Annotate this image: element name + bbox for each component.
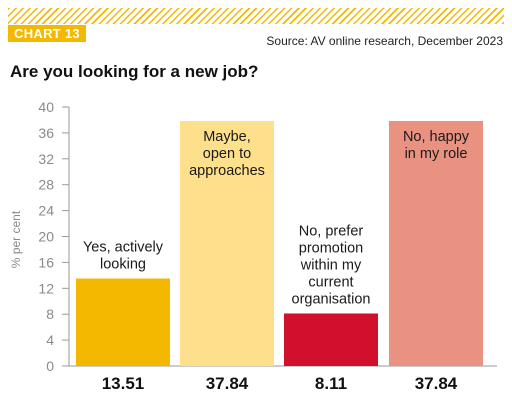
y-tick-label: 28 [38,177,54,193]
y-tick-label: 32 [38,151,54,167]
category-label: within my [300,257,362,273]
category-label: open to [203,146,251,162]
chart-title: Are you looking for a new job? [10,62,259,81]
y-tick-label: 24 [38,203,54,219]
data-value-label: 13.51 [102,374,145,393]
category-label: approaches [189,163,265,179]
category-label: No, happy [403,129,470,145]
y-tick-label: 12 [38,280,54,296]
y-tick-label: 20 [38,229,54,245]
bar [180,120,274,367]
data-value-label: 8.11 [315,374,347,393]
category-label: Maybe, [203,129,251,145]
chart-number-tag: CHART 13 [8,25,86,42]
y-tick-label: 16 [38,254,54,270]
y-tick-label: 4 [46,332,54,348]
y-axis-label: % per cent [9,210,23,268]
category-label: looking [100,257,146,273]
y-tick-label: 36 [38,125,54,141]
y-tick-label: 0 [46,358,54,374]
category-label: organisation [292,291,371,307]
bar [284,313,378,366]
y-tick-label: 8 [46,306,54,322]
y-tick-label: 40 [38,99,54,115]
header-stripe [8,8,504,24]
data-value-label: 37.84 [206,374,249,393]
category-label: Yes, actively [83,240,164,256]
category-label: current [308,274,353,290]
bar [76,278,170,366]
bars [76,120,483,367]
category-label: promotion [299,240,363,256]
source-note: Source: AV online research, December 202… [266,34,503,48]
bar [389,120,483,367]
data-value-label: 37.84 [415,374,458,393]
category-label: in my role [405,146,468,162]
category-label: No, prefer [299,223,364,239]
